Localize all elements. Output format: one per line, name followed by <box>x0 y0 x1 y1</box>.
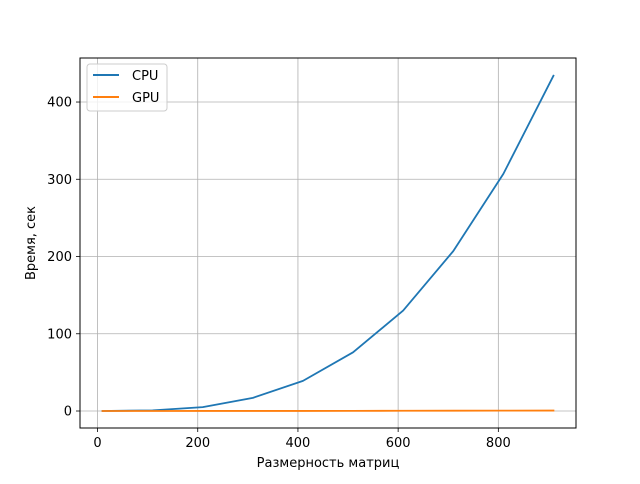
x-tick-label: 400 <box>286 436 311 451</box>
y-tick-label: 400 <box>47 96 72 111</box>
y-axis-label: Время, сек <box>24 206 39 280</box>
x-tick-label: 0 <box>93 436 101 451</box>
x-tick-label: 200 <box>185 436 210 451</box>
x-tick-label: 600 <box>386 436 411 451</box>
x-tick-label: 800 <box>486 436 511 451</box>
legend-label-gpu: GPU <box>132 91 159 106</box>
legend: CPU GPU <box>87 64 167 111</box>
legend-label-cpu: CPU <box>132 69 158 84</box>
y-tick-label: 100 <box>47 327 72 342</box>
y-tick-label: 0 <box>64 405 72 420</box>
y-tick-label: 200 <box>47 250 72 265</box>
y-tick-label: 300 <box>47 173 72 188</box>
x-axis-label: Размерность матриц <box>257 456 400 471</box>
